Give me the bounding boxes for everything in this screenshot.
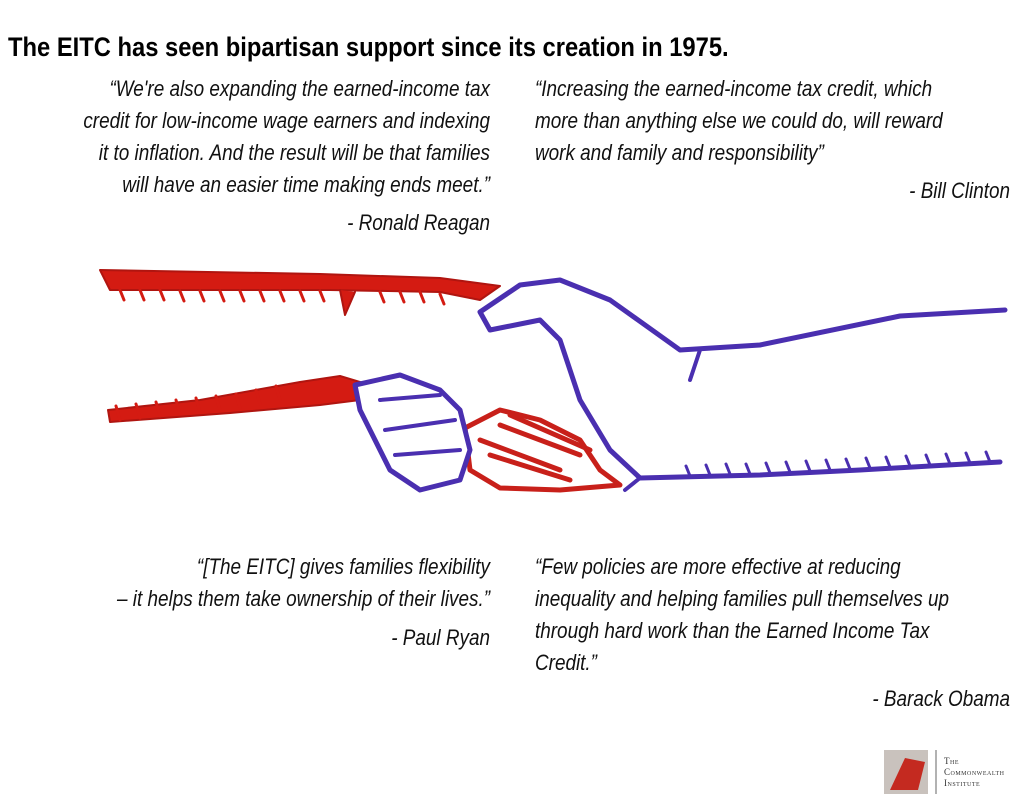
quote-line: more than anything else we could do, wil…: [535, 109, 943, 134]
quote-line: it to inflation. And the result will be …: [99, 141, 490, 166]
logo-text: Commonwealth: [944, 767, 1005, 777]
quote-author: - Ronald Reagan: [347, 211, 490, 236]
quote-line: through hard work than the Earned Income…: [535, 619, 930, 644]
quote-line: “Few policies are more effective at redu…: [535, 555, 901, 580]
quote-line: – it helps them take ownership of their …: [116, 587, 491, 612]
quote-line: credit for low-income wage earners and i…: [83, 109, 490, 134]
quote-line: work and family and responsibility”: [535, 141, 825, 166]
quote-line: “[The EITC] gives families flexibility: [197, 555, 492, 580]
logo-text: Institute: [944, 778, 980, 788]
quote-line: Credit.”: [535, 651, 598, 676]
quote-line: inequality and helping families pull the…: [535, 587, 949, 612]
quote-line: will have an easier time making ends mee…: [122, 173, 491, 198]
quote-author: - Barack Obama: [872, 687, 1010, 712]
logo-text: The: [944, 756, 959, 766]
logo-mark: [884, 750, 937, 794]
quote-line: “We're also expanding the earned-income …: [109, 77, 490, 102]
handshake: [99, 269, 1008, 493]
title: The EITC has seen bipartisan support sin…: [8, 33, 729, 63]
quote-author: - Paul Ryan: [391, 626, 490, 651]
quote-line: “Increasing the earned-income tax credit…: [535, 77, 932, 102]
quote-author: - Bill Clinton: [909, 179, 1010, 204]
